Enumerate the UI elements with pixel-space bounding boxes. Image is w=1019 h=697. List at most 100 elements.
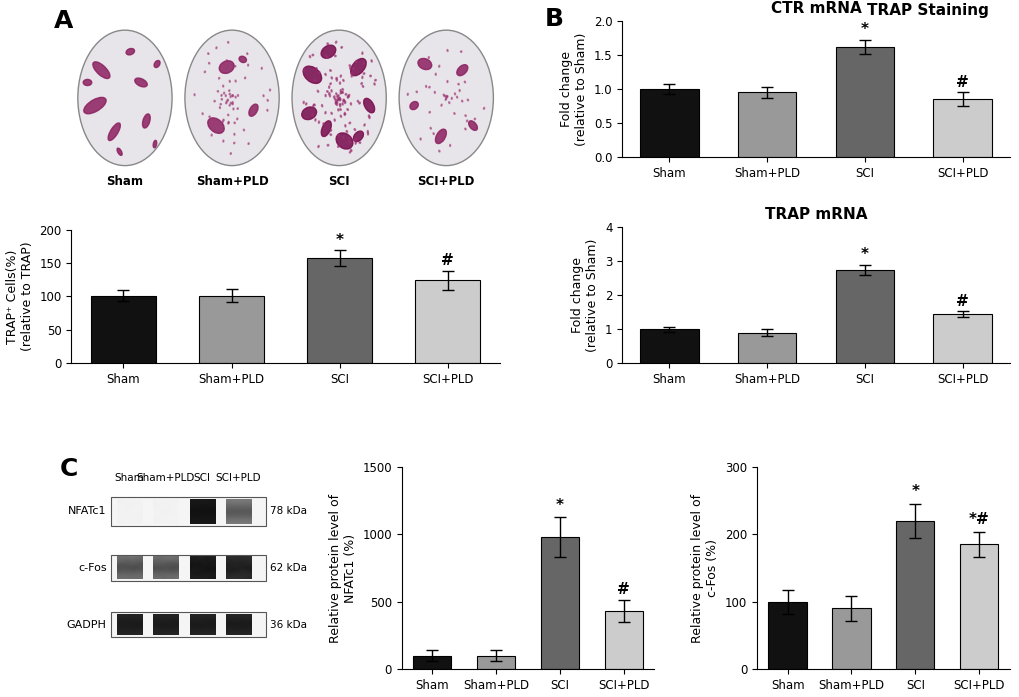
Ellipse shape xyxy=(227,114,228,116)
Ellipse shape xyxy=(438,151,439,152)
Ellipse shape xyxy=(418,59,431,70)
Ellipse shape xyxy=(218,77,219,79)
Ellipse shape xyxy=(323,123,324,125)
Text: SCI+PLD: SCI+PLD xyxy=(216,473,261,483)
Ellipse shape xyxy=(483,107,484,109)
Ellipse shape xyxy=(340,92,341,94)
Ellipse shape xyxy=(267,109,268,111)
Ellipse shape xyxy=(312,114,313,116)
Text: SCI: SCI xyxy=(328,175,350,188)
Ellipse shape xyxy=(304,69,305,71)
Ellipse shape xyxy=(362,76,363,79)
Ellipse shape xyxy=(244,129,245,131)
Ellipse shape xyxy=(364,124,365,126)
Ellipse shape xyxy=(333,96,334,98)
Ellipse shape xyxy=(337,146,338,147)
Ellipse shape xyxy=(329,95,330,97)
Ellipse shape xyxy=(225,102,226,104)
Ellipse shape xyxy=(209,116,210,118)
Ellipse shape xyxy=(208,118,224,133)
Bar xyxy=(199,296,264,363)
Ellipse shape xyxy=(342,79,343,82)
Ellipse shape xyxy=(467,99,468,101)
Ellipse shape xyxy=(117,148,122,155)
Ellipse shape xyxy=(357,100,359,102)
Bar xyxy=(737,92,796,157)
Ellipse shape xyxy=(325,112,326,114)
Y-axis label: Fold change
(relative to Sham): Fold change (relative to Sham) xyxy=(559,32,588,146)
Ellipse shape xyxy=(222,85,223,87)
Ellipse shape xyxy=(108,123,120,141)
Ellipse shape xyxy=(324,73,326,75)
Y-axis label: TRAP⁺ Cells(%)
(relative to TRAP): TRAP⁺ Cells(%) (relative to TRAP) xyxy=(6,242,34,351)
Ellipse shape xyxy=(342,137,343,139)
Ellipse shape xyxy=(367,132,368,135)
Ellipse shape xyxy=(345,130,347,132)
Ellipse shape xyxy=(335,100,336,102)
Ellipse shape xyxy=(229,80,230,82)
Ellipse shape xyxy=(440,105,441,106)
Text: Sham: Sham xyxy=(106,175,144,188)
Ellipse shape xyxy=(335,102,336,105)
Ellipse shape xyxy=(340,75,341,77)
Ellipse shape xyxy=(464,82,465,83)
Text: 78 kDa: 78 kDa xyxy=(270,507,307,516)
Ellipse shape xyxy=(248,143,249,144)
Ellipse shape xyxy=(214,100,215,102)
Ellipse shape xyxy=(339,98,340,100)
Ellipse shape xyxy=(446,49,447,52)
Ellipse shape xyxy=(347,96,350,98)
Ellipse shape xyxy=(343,100,344,102)
FancyBboxPatch shape xyxy=(111,555,266,581)
Ellipse shape xyxy=(230,153,231,155)
Ellipse shape xyxy=(474,118,475,120)
Bar xyxy=(91,296,156,363)
Ellipse shape xyxy=(341,103,343,105)
Ellipse shape xyxy=(336,99,337,101)
Ellipse shape xyxy=(466,120,468,122)
Ellipse shape xyxy=(374,83,375,85)
Ellipse shape xyxy=(126,49,135,55)
Ellipse shape xyxy=(208,63,210,64)
Ellipse shape xyxy=(337,109,338,111)
Ellipse shape xyxy=(371,60,372,62)
Y-axis label: Fold change
(relative to Sham): Fold change (relative to Sham) xyxy=(571,239,599,352)
Ellipse shape xyxy=(221,98,222,100)
Bar xyxy=(835,270,894,363)
Bar xyxy=(737,332,796,363)
Ellipse shape xyxy=(316,68,317,70)
Ellipse shape xyxy=(236,108,238,109)
Ellipse shape xyxy=(318,146,319,148)
Ellipse shape xyxy=(238,56,247,63)
Ellipse shape xyxy=(303,101,304,104)
Ellipse shape xyxy=(335,77,337,79)
Ellipse shape xyxy=(321,105,322,107)
Ellipse shape xyxy=(334,119,335,121)
Ellipse shape xyxy=(318,121,319,123)
Ellipse shape xyxy=(353,68,354,69)
Ellipse shape xyxy=(374,79,376,81)
Bar xyxy=(639,330,698,363)
Ellipse shape xyxy=(341,89,343,91)
Bar xyxy=(932,99,991,157)
Bar xyxy=(832,608,870,669)
Ellipse shape xyxy=(465,115,466,116)
Ellipse shape xyxy=(348,122,351,124)
Ellipse shape xyxy=(341,92,343,93)
Ellipse shape xyxy=(336,103,337,105)
Ellipse shape xyxy=(339,99,340,101)
Ellipse shape xyxy=(221,95,222,96)
Ellipse shape xyxy=(93,62,110,79)
Ellipse shape xyxy=(327,144,328,146)
Ellipse shape xyxy=(460,51,462,52)
Ellipse shape xyxy=(457,96,458,98)
Ellipse shape xyxy=(223,119,224,121)
Ellipse shape xyxy=(335,93,336,95)
Ellipse shape xyxy=(457,65,468,76)
Ellipse shape xyxy=(84,79,92,86)
Ellipse shape xyxy=(445,96,447,98)
Y-axis label: Relative protein level of
c-Fos (%): Relative protein level of c-Fos (%) xyxy=(691,493,718,643)
Ellipse shape xyxy=(353,131,363,141)
Ellipse shape xyxy=(219,61,234,73)
Ellipse shape xyxy=(338,98,339,100)
